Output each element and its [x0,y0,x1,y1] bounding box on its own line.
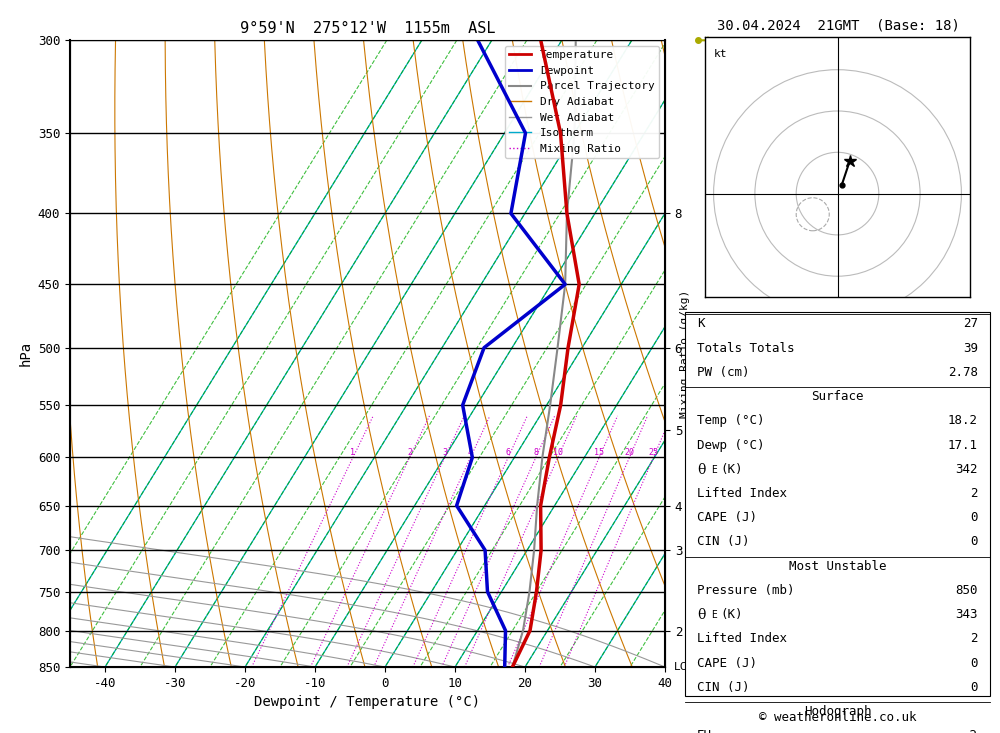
Text: 10: 10 [553,449,563,457]
Text: 0: 0 [970,681,978,694]
Text: Pressure (mb): Pressure (mb) [697,584,795,597]
X-axis label: Dewpoint / Temperature (°C): Dewpoint / Temperature (°C) [254,696,481,710]
Text: 2.78: 2.78 [948,366,978,379]
Text: Totals Totals: Totals Totals [697,342,795,355]
Text: -2: -2 [963,729,978,733]
Text: 2: 2 [970,487,978,500]
Text: E: E [711,610,717,620]
Text: 3: 3 [442,449,447,457]
Text: Temp (°C): Temp (°C) [697,414,765,427]
Text: θ: θ [697,608,706,622]
Text: Lifted Index: Lifted Index [697,487,787,500]
Text: 15: 15 [594,449,604,457]
Text: 39: 39 [963,342,978,355]
Text: 342: 342 [955,463,978,476]
Text: EH: EH [697,729,712,733]
Text: 6: 6 [506,449,511,457]
Text: 27: 27 [963,317,978,331]
Text: Mixing Ratio (g/kg): Mixing Ratio (g/kg) [680,290,690,418]
Text: 30.04.2024  21GMT  (Base: 18): 30.04.2024 21GMT (Base: 18) [717,18,959,32]
Text: 2: 2 [407,449,412,457]
Text: K: K [697,317,705,331]
Text: 0: 0 [970,511,978,524]
Text: 0: 0 [970,536,978,548]
Text: PW (cm): PW (cm) [697,366,750,379]
Text: E: E [711,465,717,475]
Text: θ: θ [697,463,706,476]
Text: CAPE (J): CAPE (J) [697,657,757,670]
Text: © weatheronline.co.uk: © weatheronline.co.uk [759,711,917,724]
Y-axis label: km
ASL: km ASL [688,342,716,365]
Text: Surface: Surface [811,390,864,403]
Text: 1: 1 [350,449,355,457]
Text: CIN (J): CIN (J) [697,536,750,548]
Text: Lifted Index: Lifted Index [697,633,787,646]
Text: CAPE (J): CAPE (J) [697,511,757,524]
Text: 8: 8 [533,449,538,457]
Text: 850: 850 [955,584,978,597]
Text: Most Unstable: Most Unstable [789,560,886,572]
Text: LCL: LCL [674,662,694,672]
Legend: Temperature, Dewpoint, Parcel Trajectory, Dry Adiabat, Wet Adiabat, Isotherm, Mi: Temperature, Dewpoint, Parcel Trajectory… [505,46,659,158]
Text: 18.2: 18.2 [948,414,978,427]
Text: (K): (K) [720,608,743,622]
Text: 0: 0 [970,657,978,670]
Text: 17.1: 17.1 [948,438,978,452]
Text: 4: 4 [468,449,473,457]
Y-axis label: hPa: hPa [18,341,32,366]
Text: (K): (K) [720,463,743,476]
Text: 25: 25 [648,449,658,457]
Text: kt: kt [714,49,727,59]
Text: CIN (J): CIN (J) [697,681,750,694]
FancyBboxPatch shape [685,312,990,696]
Text: Dewp (°C): Dewp (°C) [697,438,765,452]
Text: 20: 20 [624,449,634,457]
Text: Hodograph: Hodograph [804,705,871,718]
Title: 9°59'N  275°12'W  1155m  ASL: 9°59'N 275°12'W 1155m ASL [240,21,495,37]
Text: 2: 2 [970,633,978,646]
Text: 343: 343 [955,608,978,622]
